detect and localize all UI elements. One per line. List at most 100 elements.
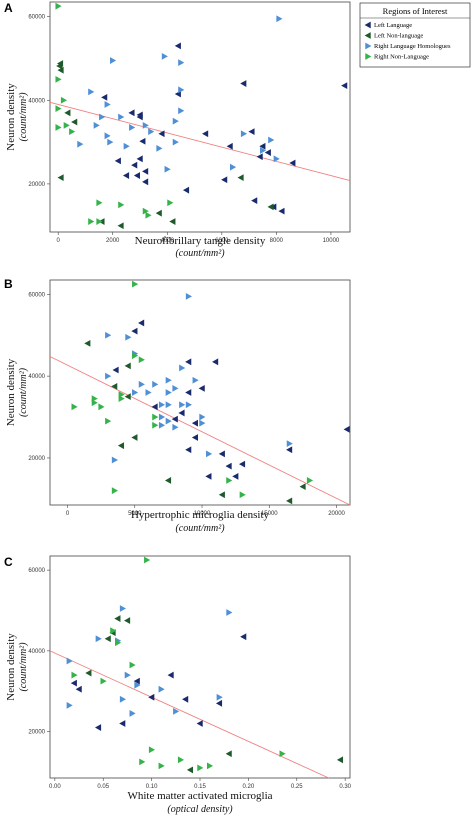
data-point-LN [111, 382, 118, 390]
plot-frame [49, 279, 351, 506]
data-point-LN [225, 750, 232, 758]
data-point-RL [132, 389, 139, 396]
data-point-RL [110, 57, 117, 64]
x-tick-label: 0.25 [291, 784, 303, 790]
data-point-RL [185, 401, 192, 409]
y-axis-unit: (count/mm²) [18, 642, 29, 692]
x-tick-label: 0.15 [194, 784, 206, 790]
data-point-LL [70, 679, 77, 687]
data-point-RN [129, 661, 136, 669]
data-point-RL [148, 128, 155, 136]
legend-item-LN: Left Non-language [374, 33, 423, 40]
data-point-LL [240, 633, 247, 641]
data-point-LN [64, 109, 71, 117]
panel-letter: A [4, 1, 13, 15]
x-tick-label: 0.10 [146, 784, 158, 790]
data-point-RN [71, 671, 78, 679]
data-point-LL [251, 197, 258, 205]
data-point-LN [124, 617, 131, 624]
data-point-RN [132, 280, 139, 288]
data-point-LL [178, 409, 185, 417]
x-tick-label: 6000 [215, 238, 229, 244]
legend-marker-LL [364, 21, 371, 29]
data-point-RN [55, 2, 62, 10]
data-point-LN [104, 635, 111, 643]
data-point-RL [152, 380, 159, 388]
data-point-RL [165, 376, 172, 384]
data-point-RN [91, 395, 98, 403]
panel-B: B 0 5000 10000 15000 20000 20000 40000 60000 Hype… [4, 277, 351, 534]
data-point-LL [185, 446, 192, 454]
data-point-LN [218, 491, 225, 499]
data-point-LN [71, 118, 78, 126]
data-point-RN [105, 417, 112, 425]
data-point-LN [85, 669, 92, 677]
data-point-RL [192, 376, 199, 384]
x-tick-label: 15000 [261, 511, 278, 517]
data-point-LL [158, 130, 165, 138]
data-point-LN [84, 340, 91, 347]
panel-letter: B [4, 277, 13, 291]
data-point-LL [185, 358, 192, 366]
data-point-RL [158, 401, 166, 409]
data-point-RN [118, 391, 125, 398]
data-point-LL [198, 385, 205, 392]
data-point-RN [88, 218, 95, 225]
x-tick-label: 10000 [194, 511, 211, 517]
data-point-RL [178, 59, 185, 67]
data-point-RN [55, 105, 62, 113]
data-point-RL [199, 413, 206, 421]
y-tick-label: 20000 [28, 730, 45, 736]
data-point-RL [105, 372, 112, 380]
data-point-LL [232, 472, 239, 480]
data-point-RL [95, 635, 102, 643]
data-point-LL [128, 109, 135, 117]
data-point-RL [107, 138, 114, 146]
data-point-LL [142, 178, 149, 186]
data-point-LL [191, 419, 199, 427]
data-point-RL [226, 609, 233, 616]
x-tick-label: 10000 [323, 238, 340, 244]
data-point-RN [226, 477, 233, 484]
data-point-LL [191, 434, 199, 441]
data-point-RN [279, 750, 286, 758]
regression-line [49, 356, 351, 506]
data-point-RL [119, 695, 126, 703]
data-point-RL [104, 101, 111, 108]
data-point-RN [96, 199, 103, 207]
data-point-RL [206, 450, 213, 458]
data-point-RL [185, 292, 192, 300]
data-point-RN [115, 639, 122, 647]
data-point-RL [124, 671, 131, 679]
data-point-RL [276, 15, 283, 23]
plot-frame [49, 555, 351, 779]
data-point-RL [77, 140, 84, 148]
data-point-RN [158, 762, 165, 770]
data-point-LL [278, 207, 285, 215]
data-point-RN [69, 128, 76, 136]
data-point-LL [240, 80, 247, 87]
data-point-LL [94, 724, 102, 731]
data-point-LL [286, 446, 293, 454]
data-point-RN [100, 677, 107, 685]
data-point-RL [240, 130, 248, 138]
data-point-RN [118, 201, 125, 209]
data-point-RN [144, 556, 151, 564]
y-tick-label: 40000 [28, 649, 45, 655]
data-point-LL [151, 403, 158, 411]
data-point-RL [118, 113, 125, 121]
data-point-RL [129, 710, 136, 717]
data-point-LL [136, 113, 143, 121]
data-point-LL [75, 685, 82, 693]
data-point-LL [167, 671, 174, 679]
data-point-LN [286, 497, 293, 505]
data-point-RN [111, 487, 118, 495]
data-point-RL [173, 708, 180, 715]
data-point-LN [299, 483, 306, 490]
data-point-LL [225, 462, 232, 470]
regression-line [49, 650, 329, 779]
data-point-LL [341, 82, 348, 90]
y-tick-label: 20000 [28, 182, 45, 188]
x-tick-label: 20000 [328, 511, 345, 517]
